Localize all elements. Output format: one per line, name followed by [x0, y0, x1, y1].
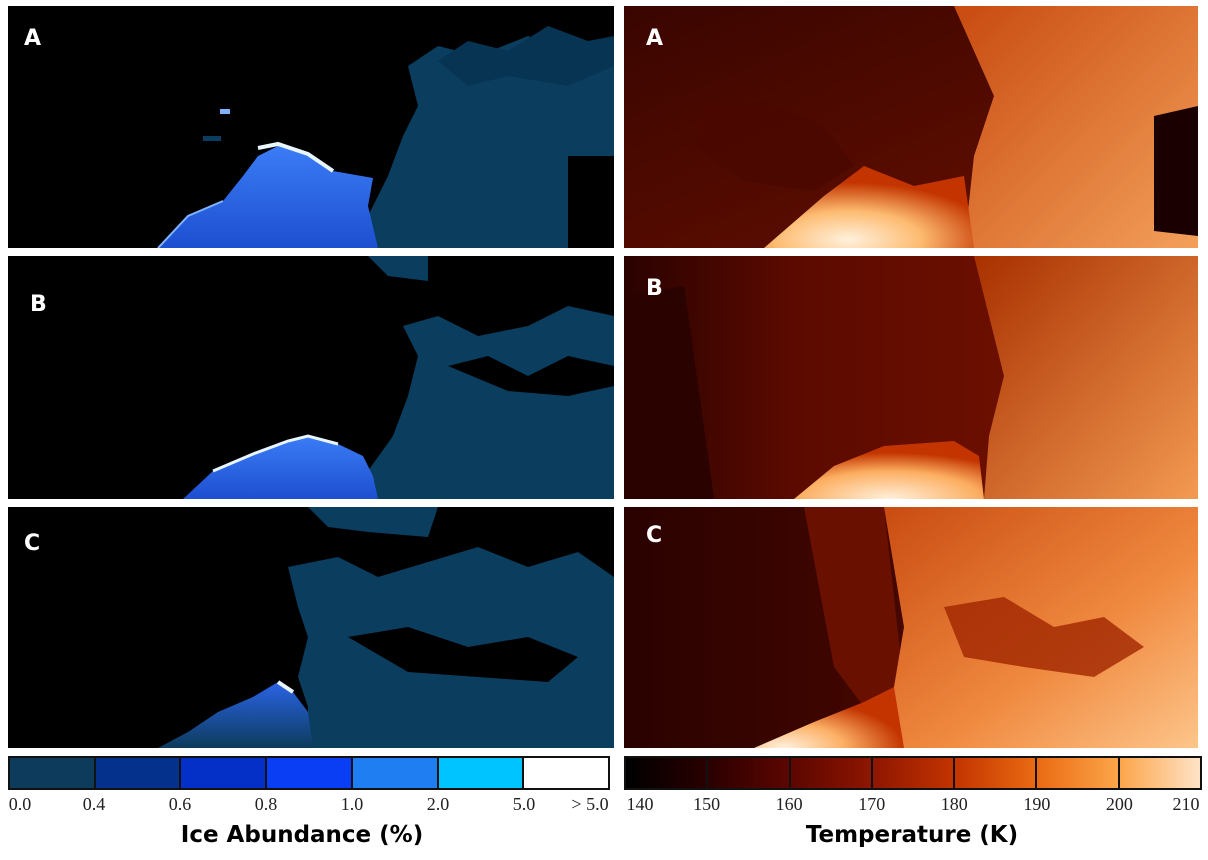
ice-colorbar-tick: 1.0	[340, 794, 364, 814]
ice-colorbar-tick: 0.0	[8, 794, 32, 814]
ice-panel-b: B	[8, 256, 614, 499]
temp-colorbar-tick: 160	[775, 794, 803, 814]
ice-colorbar-segment	[95, 758, 182, 788]
ice-colorbar	[8, 756, 610, 790]
temp-colorbar-segment	[1037, 758, 1120, 788]
ice-colorbar-tick: 0.4	[82, 794, 106, 814]
temp-colorbar-tick: 150	[693, 794, 721, 814]
ice-panel-label: C	[24, 531, 41, 556]
temp-colorbar-tick: 190	[1023, 794, 1051, 814]
ice-colorbar-tick: 5.0	[512, 794, 536, 814]
temp-panel-label: B	[646, 276, 663, 301]
ice-colorbar-segment	[524, 758, 609, 788]
ice-colorbar-tick: 2.0	[426, 794, 450, 814]
ice-colorbar-segment	[181, 758, 268, 788]
temp-colorbar-tick: 200	[1105, 794, 1133, 814]
ice-colorbar-tick: > 5.0	[571, 794, 609, 814]
ice-colorbar-title: Ice Abundance (%)	[180, 822, 424, 848]
temp-panel-c: C	[624, 507, 1198, 748]
ice-colorbar-segment	[438, 758, 525, 788]
ice-map-c	[158, 507, 614, 748]
ice-colorbar-tick: 0.6	[168, 794, 192, 814]
ice-panel-a: A	[8, 6, 614, 248]
ice-colorbar-segment	[10, 758, 96, 788]
temp-colorbar-segment	[790, 758, 873, 788]
temp-panel-label: A	[646, 26, 664, 51]
ice-panel-label: A	[24, 26, 42, 51]
temp-colorbar-segment	[872, 758, 956, 788]
temp-map-a	[624, 6, 1198, 248]
temp-colorbar-segment	[955, 758, 1038, 788]
temp-colorbar-tick: 140	[626, 794, 654, 814]
ice-panel-c: C	[8, 507, 614, 748]
temp-panel-a: A	[624, 6, 1198, 248]
temp-map-c	[624, 507, 1198, 748]
temp-colorbar-title: Temperature (K)	[805, 822, 1019, 848]
temp-colorbar-segment	[1119, 758, 1200, 788]
ice-map-a	[157, 26, 614, 248]
ice-map-b	[183, 256, 614, 499]
temp-colorbar-tick: 170	[858, 794, 886, 814]
temp-colorbar	[624, 756, 1202, 790]
ice-colorbar-segment	[267, 758, 353, 788]
ice-colorbar-segment	[352, 758, 439, 788]
ice-panel-label: B	[30, 292, 47, 317]
ice-colorbar-tick: 0.8	[254, 794, 278, 814]
temp-panel-b: B	[624, 256, 1198, 499]
temp-panel-label: C	[646, 523, 663, 548]
temp-colorbar-segment	[626, 758, 709, 788]
temp-colorbar-tick: 210	[1172, 794, 1200, 814]
temp-colorbar-segment	[708, 758, 791, 788]
temp-map-b	[624, 256, 1198, 499]
temp-colorbar-tick: 180	[940, 794, 968, 814]
